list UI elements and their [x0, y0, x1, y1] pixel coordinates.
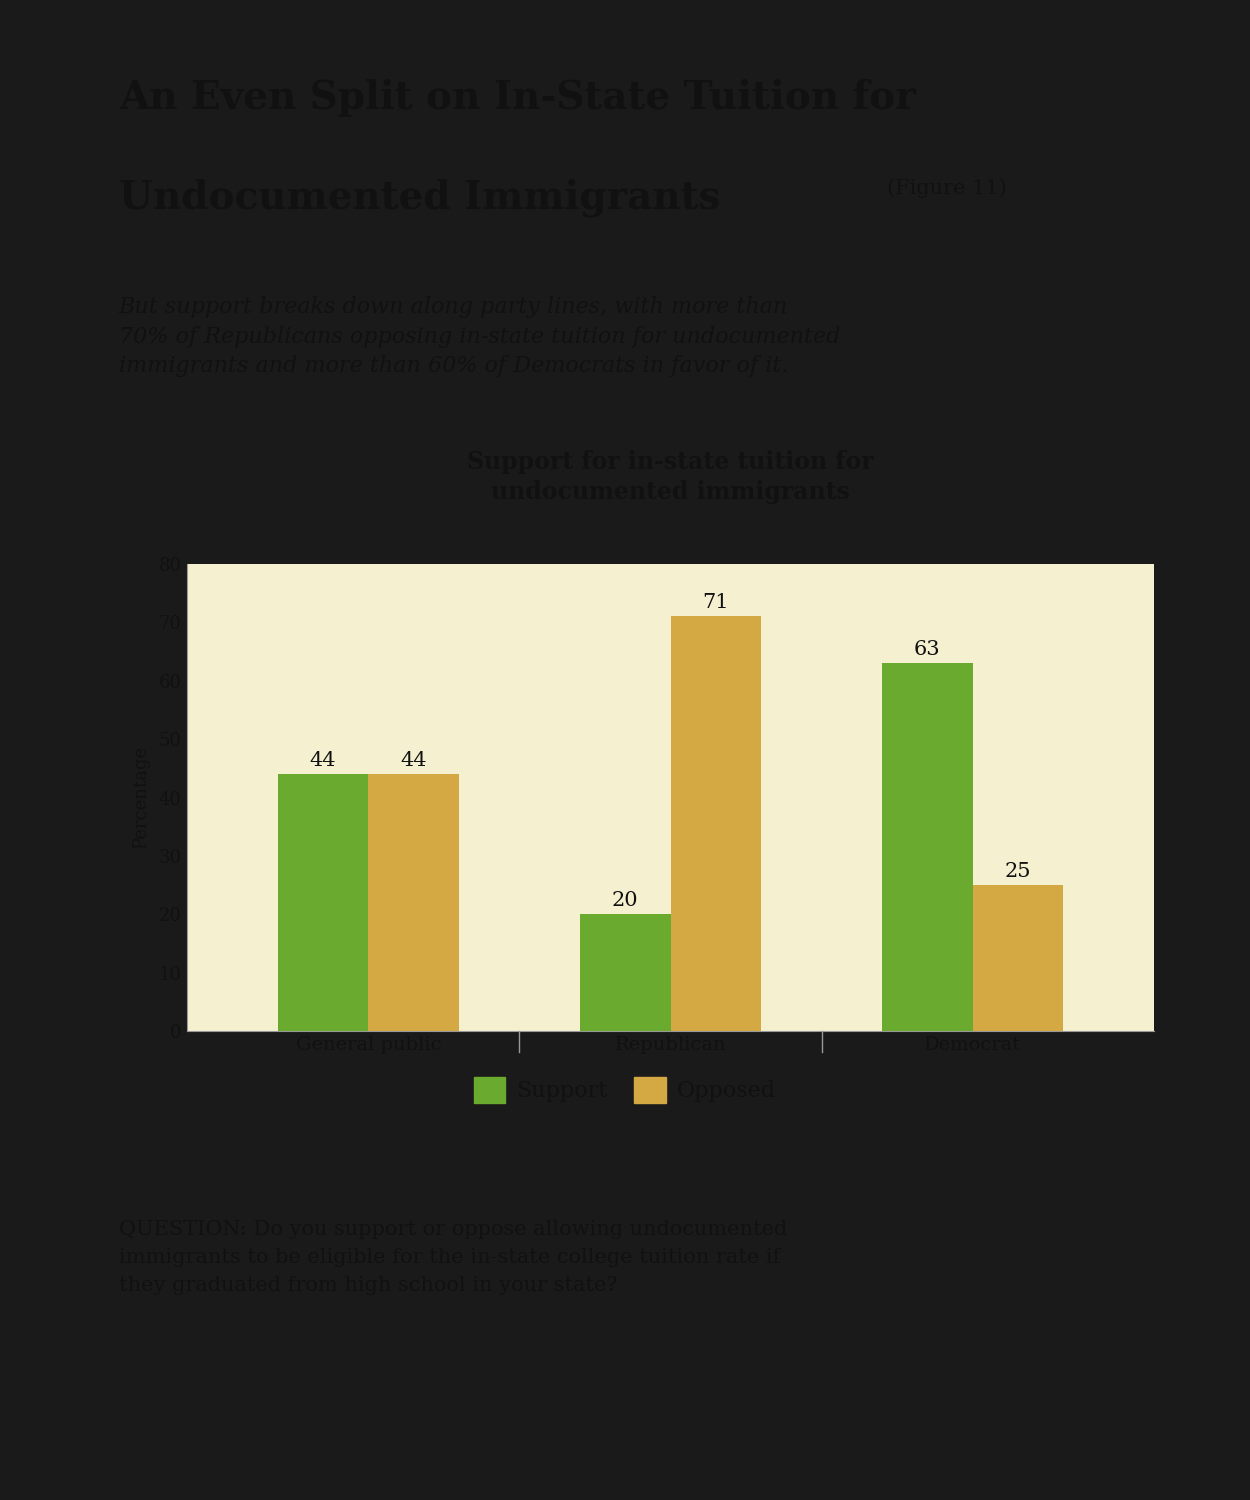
- Bar: [580, 915, 670, 1030]
- Y-axis label: Percentage: Percentage: [132, 746, 150, 849]
- Bar: [882, 663, 973, 1030]
- Text: (Figure 11): (Figure 11): [886, 178, 1006, 198]
- Text: 63: 63: [914, 640, 941, 658]
- Text: 25: 25: [1005, 862, 1031, 880]
- Text: 44: 44: [400, 752, 428, 770]
- Text: 20: 20: [611, 891, 639, 910]
- Bar: [670, 616, 761, 1030]
- Text: QUESTION: Do you support or oppose allowing undocumented
immigrants to be eligib: QUESTION: Do you support or oppose allow…: [119, 1220, 788, 1294]
- Text: 71: 71: [703, 594, 729, 612]
- Text: An Even Split on In-State Tuition for: An Even Split on In-State Tuition for: [119, 78, 915, 117]
- Bar: [278, 774, 369, 1030]
- Legend: Support, Opposed: Support, Opposed: [465, 1068, 785, 1112]
- Bar: [972, 885, 1064, 1031]
- Text: 44: 44: [310, 752, 336, 770]
- Text: But support breaks down along party lines, with more than
70% of Republicans opp: But support breaks down along party line…: [119, 296, 840, 378]
- Bar: [369, 774, 459, 1030]
- Text: Support for in-state tuition for
undocumented immigrants: Support for in-state tuition for undocum…: [468, 450, 874, 504]
- Text: Undocumented Immigrants: Undocumented Immigrants: [119, 178, 720, 216]
